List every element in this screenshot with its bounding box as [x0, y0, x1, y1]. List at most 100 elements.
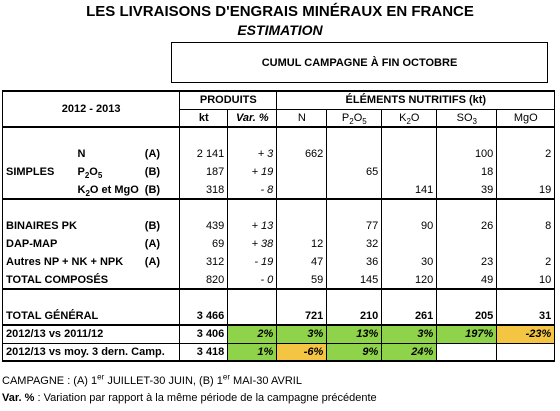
col-k-header: K2O — [381, 109, 437, 128]
produits-header: PRODUITS — [179, 90, 277, 110]
cell-s: 18 — [436, 163, 497, 181]
table-row: Autres NP + NK + NPK (A) 312 - 19 47 36 … — [1, 253, 556, 271]
cell-kt: 318 — [179, 181, 228, 200]
cell-p: 36 — [326, 253, 382, 271]
row-label: TOTAL GÉNÉRAL — [1, 307, 180, 326]
col-p-header: P2O5 — [326, 109, 382, 128]
header-row-1: 2012 - 2013 PRODUITS ÉLÉMENTS NUTRITIFS … — [1, 90, 556, 128]
row-label: DAP-MAP — [1, 235, 142, 253]
cell-var: + 19 — [227, 163, 277, 181]
cell-kt: 3 406 — [179, 325, 228, 344]
cell-mg — [496, 163, 556, 181]
spacer-row — [1, 289, 556, 307]
table-row: DAP-MAP (A) 69 + 38 12 32 — [1, 235, 556, 253]
cell-mg: 2 — [496, 145, 556, 163]
cell-n: 721 — [276, 307, 327, 326]
row-label: BINAIRES PK — [1, 217, 142, 235]
cell-s: 26 — [436, 217, 497, 235]
row-label: TOTAL COMPOSÉS — [1, 271, 180, 290]
row-campaign: (B) — [144, 220, 161, 232]
cell-p: 32 — [326, 235, 382, 253]
cell-p: 65 — [326, 163, 382, 181]
cell-var — [227, 307, 277, 326]
cell-p — [326, 145, 382, 163]
cell-s — [436, 343, 497, 362]
cell-n — [276, 163, 327, 181]
row-label: 2012/13 vs moy. 3 dern. Camp. — [1, 343, 180, 362]
cumul-label: CUMUL CAMPAGNE À FIN OCTOBRE — [261, 56, 458, 69]
cell-k: 30 — [381, 253, 437, 271]
footer-campagne: CAMPAGNE : (A) 1er JUILLET-30 JUIN, (B) … — [2, 372, 302, 387]
cell-var: - 8 — [227, 181, 277, 200]
cell-kt: 820 — [179, 271, 228, 290]
cell-p — [326, 181, 382, 200]
cell-k: 261 — [381, 307, 437, 326]
cell-p: 210 — [326, 307, 382, 326]
cell-kt: 3 466 — [179, 307, 228, 326]
col-mg-header: MgO — [496, 109, 556, 128]
col-n-header: N — [276, 109, 327, 128]
cell-k — [381, 235, 437, 253]
row-label: 2012/13 vs 2011/12 — [1, 325, 180, 344]
cell-var: + 38 — [227, 235, 277, 253]
row-campaign: (A) — [144, 238, 161, 250]
cell-n: 59 — [276, 271, 327, 290]
cell-kt: 312 — [179, 253, 228, 271]
table-row-total-composes: TOTAL COMPOSÉS 820 - 0 59 145 120 49 10 — [1, 271, 556, 290]
cell-mg — [496, 343, 556, 362]
cell-s — [436, 235, 497, 253]
table-row: SIMPLES P2O5 (B) 187 + 19 65 18 — [2, 163, 556, 181]
row-label: P2O5 — [77, 166, 103, 181]
cell-kt: 187 — [179, 163, 228, 181]
row-campaign: (A) — [144, 256, 161, 268]
group-label-simples: SIMPLES — [2, 163, 75, 181]
cell-mg: 2 — [496, 253, 556, 271]
cell-s: 100 — [436, 145, 497, 163]
cell-kt: 69 — [179, 235, 228, 253]
cell-n — [276, 217, 327, 235]
table-row: BINAIRES PK (B) 439 + 13 77 90 26 8 — [1, 217, 556, 235]
row-campaign: (A) — [144, 148, 161, 160]
cell-n: 662 — [276, 145, 327, 163]
cell-kt: 3 418 — [179, 343, 228, 362]
cumul-header-box: CUMUL CAMPAGNE À FIN OCTOBRE — [171, 42, 548, 83]
cell-s: 205 — [436, 307, 497, 326]
table-row: N (A) 2 141 + 3 662 100 2 — [2, 145, 556, 163]
row-label: Autres NP + NK + NPK — [1, 253, 142, 271]
cell-k: 24% — [381, 343, 437, 362]
footer-var-note: Var. % : Variation par rapport à la même… — [2, 392, 377, 404]
row-label: N — [77, 148, 86, 160]
page-subtitle: ESTIMATION — [237, 22, 323, 38]
cell-n: 47 — [276, 253, 327, 271]
cell-s: 49 — [436, 271, 497, 290]
cell-k: 120 — [381, 271, 437, 290]
col-s-header: SO3 — [436, 109, 497, 128]
col-var-header: Var. % — [227, 109, 277, 128]
cell-mg: 8 — [496, 217, 556, 235]
cell-s: 39 — [436, 181, 497, 200]
elements-header: ÉLÉMENTS NUTRITIFS (kt) — [276, 90, 556, 110]
spacer-row — [1, 199, 556, 217]
spacer-row — [1, 127, 556, 145]
cell-mg — [496, 235, 556, 253]
cell-kt: 2 141 — [179, 145, 228, 163]
cell-k: 3% — [381, 325, 437, 344]
cell-s: 23 — [436, 253, 497, 271]
page-title: LES LIVRAISONS D'ENGRAIS MINÉRAUX EN FRA… — [86, 3, 474, 20]
cell-mg: 19 — [496, 181, 556, 200]
cell-n: -6% — [276, 343, 327, 362]
cell-s: 197% — [436, 325, 497, 344]
cell-mg: 10 — [496, 271, 556, 290]
cell-mg: 31 — [496, 307, 556, 326]
cell-var: - 0 — [227, 271, 277, 290]
cell-p: 13% — [326, 325, 382, 344]
period-header: 2012 - 2013 — [1, 90, 180, 128]
table-row-vs-average: 2012/13 vs moy. 3 dern. Camp. 3 418 1% -… — [1, 343, 556, 362]
table-row-vs-previous: 2012/13 vs 2011/12 3 406 2% 3% 13% 3% 19… — [1, 325, 556, 344]
cell-n: 3% — [276, 325, 327, 344]
cell-k: 90 — [381, 217, 437, 235]
table-row: K2O et MgO (B) 318 - 8 141 39 19 — [2, 181, 556, 200]
cell-mg: -23% — [496, 325, 556, 344]
cell-k: 141 — [381, 181, 437, 200]
header-row-2: kt Var. % N P2O5 K2O SO3 MgO — [3, 109, 556, 128]
